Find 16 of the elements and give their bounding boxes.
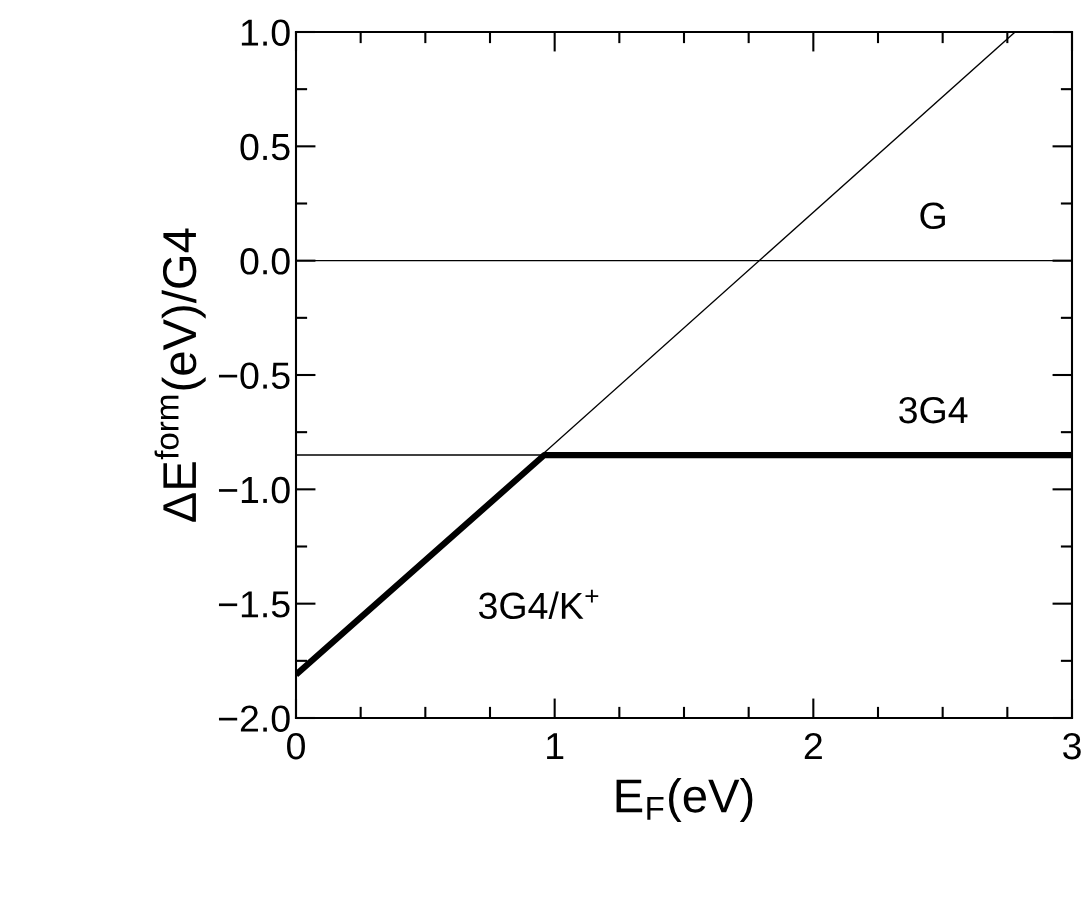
- x-axis-title: E$_{F}$(eV): [616, 777, 753, 822]
- x-tick-label: 3: [1063, 732, 1081, 760]
- x-tick-label: 1: [547, 733, 564, 760]
- series-label: G: [920, 202, 945, 230]
- y-tick-label: −1.0: [218, 476, 290, 504]
- y-axis-title: ΔE$^{form}$(eV)/G4: [154, 228, 206, 522]
- series-label: 3G4: [899, 396, 968, 424]
- series-label: 3G4/K$^{+}$: [478, 589, 599, 620]
- y-tick-label: −2.0: [218, 705, 290, 732]
- y-tick-label: 1.0: [241, 19, 290, 46]
- x-tick-label: 2: [804, 732, 822, 760]
- y-tick-label: −1.5: [218, 591, 290, 618]
- y-tick-label: 0.5: [240, 133, 290, 161]
- y-tick-label: 0.0: [240, 248, 290, 275]
- y-tick-label: −0.5: [218, 362, 290, 389]
- x-tick-label: 0: [287, 732, 305, 760]
